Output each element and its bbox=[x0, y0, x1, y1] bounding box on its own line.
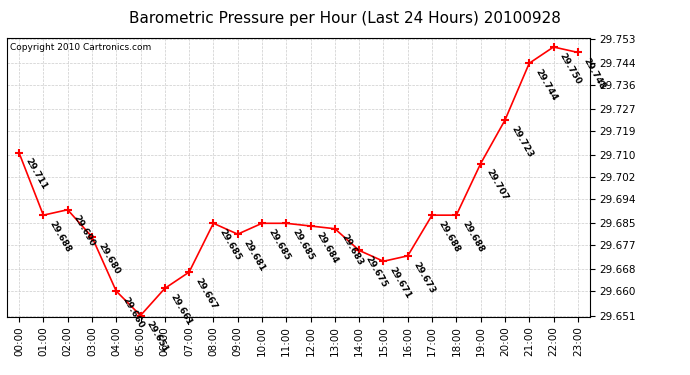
Text: 29.685: 29.685 bbox=[217, 228, 243, 262]
Text: 29.688: 29.688 bbox=[460, 219, 486, 254]
Text: Copyright 2010 Cartronics.com: Copyright 2010 Cartronics.com bbox=[10, 43, 151, 52]
Text: 29.723: 29.723 bbox=[509, 124, 534, 159]
Text: 29.660: 29.660 bbox=[120, 295, 146, 330]
Text: 29.684: 29.684 bbox=[315, 230, 340, 265]
Text: 29.750: 29.750 bbox=[558, 51, 583, 86]
Text: 29.680: 29.680 bbox=[96, 241, 121, 276]
Text: 29.681: 29.681 bbox=[242, 238, 267, 273]
Text: 29.671: 29.671 bbox=[388, 266, 413, 300]
Text: 29.685: 29.685 bbox=[266, 228, 291, 262]
Text: 29.675: 29.675 bbox=[364, 255, 388, 289]
Text: Barometric Pressure per Hour (Last 24 Hours) 20100928: Barometric Pressure per Hour (Last 24 Ho… bbox=[129, 11, 561, 26]
Text: 29.707: 29.707 bbox=[485, 168, 510, 202]
Text: 29.748: 29.748 bbox=[582, 57, 607, 92]
Text: 29.688: 29.688 bbox=[436, 219, 462, 254]
Text: 29.685: 29.685 bbox=[290, 228, 315, 262]
Text: 29.683: 29.683 bbox=[339, 233, 364, 267]
Text: 29.673: 29.673 bbox=[412, 260, 437, 295]
Text: 29.690: 29.690 bbox=[72, 214, 97, 249]
Text: 29.744: 29.744 bbox=[533, 68, 559, 102]
Text: 29.661: 29.661 bbox=[169, 292, 194, 327]
Text: 29.651: 29.651 bbox=[145, 320, 170, 354]
Text: 29.711: 29.711 bbox=[23, 157, 48, 192]
Text: 29.688: 29.688 bbox=[48, 219, 72, 254]
Text: 29.667: 29.667 bbox=[193, 276, 219, 311]
